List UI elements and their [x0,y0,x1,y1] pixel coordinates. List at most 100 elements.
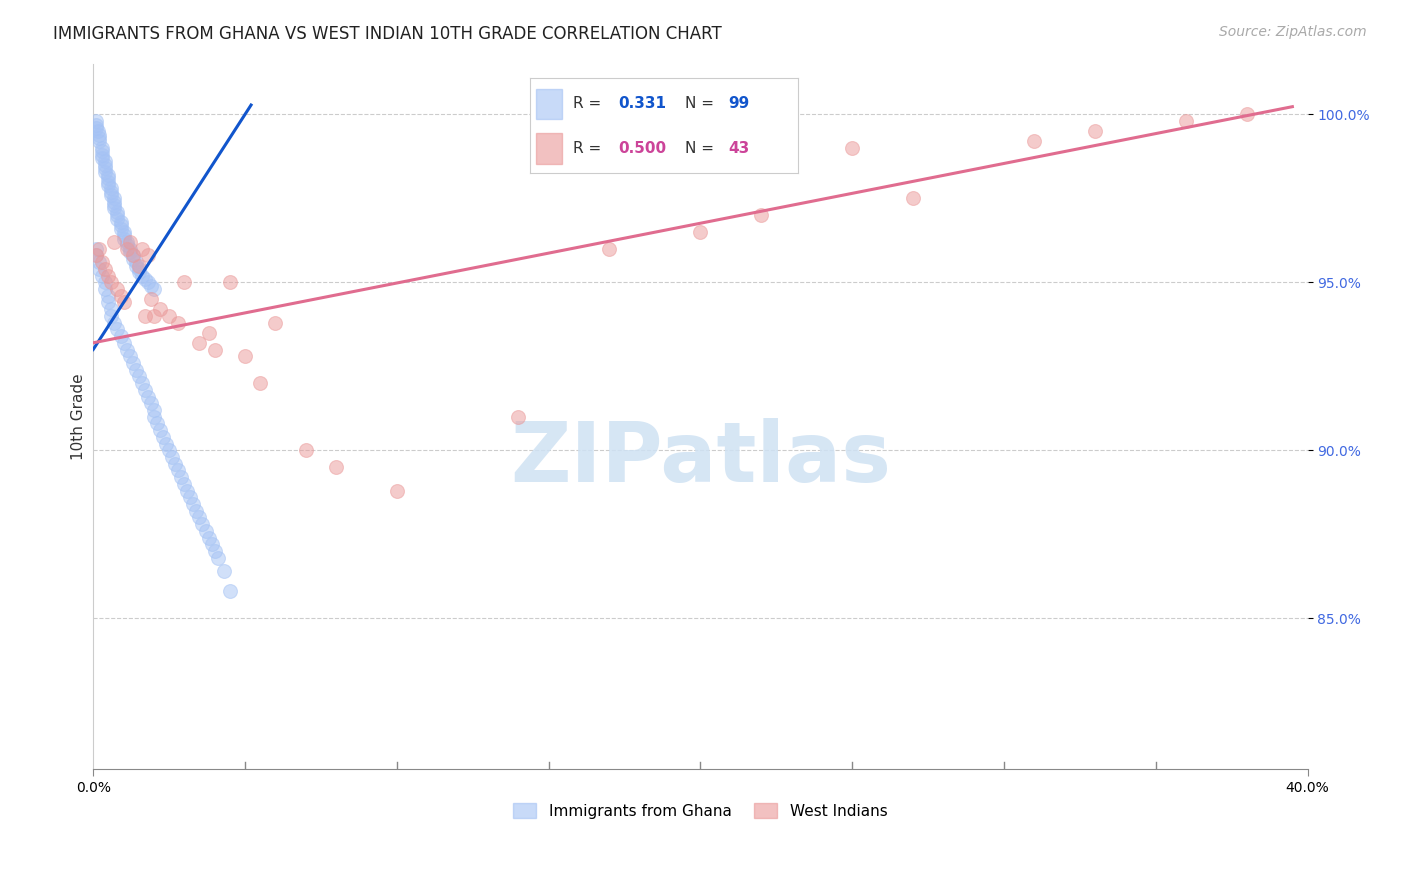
Point [107,204,129,219]
Point [94,158,117,172]
Point [110,289,132,303]
Point [103,194,125,209]
Point [115,235,138,249]
Point [134,272,156,286]
Point [128,261,150,276]
Point [325,460,347,475]
Point [125,362,148,376]
Point [103,198,125,212]
Point [186,504,208,518]
Point [118,242,141,256]
Point [146,417,169,431]
Point [110,215,132,229]
Legend: Immigrants from Ghana, West Indians: Immigrants from Ghana, West Indians [508,797,893,825]
Point [749,208,772,222]
Point [91,145,114,159]
Point [131,268,153,283]
Point [191,517,214,532]
Point [134,309,156,323]
Point [139,278,162,293]
Point [107,208,129,222]
Point [194,524,217,538]
Point [131,242,153,256]
Point [294,443,316,458]
Point [107,282,129,296]
Point [91,151,114,165]
Point [207,550,229,565]
Point [233,349,256,363]
Point [118,235,141,249]
Point [94,164,117,178]
Point [1024,134,1046,148]
Point [87,124,110,138]
Point [901,191,924,205]
Point [160,450,183,464]
Point [264,316,287,330]
Point [134,383,156,397]
Point [157,309,180,323]
Point [89,134,111,148]
Point [121,252,143,266]
Point [94,282,117,296]
Point [128,259,150,273]
Point [94,161,117,176]
Point [1175,114,1198,128]
Point [121,356,143,370]
Point [218,584,240,599]
Point [139,396,162,410]
Point [188,335,211,350]
Point [841,141,863,155]
Point [97,171,120,186]
Point [142,309,165,323]
Point [94,154,117,169]
Point [112,225,135,239]
Text: Source: ZipAtlas.com: Source: ZipAtlas.com [1219,25,1367,39]
Point [100,181,122,195]
Point [1236,107,1258,121]
Point [121,248,143,262]
Point [91,268,114,283]
Point [149,302,172,317]
Point [218,276,240,290]
Point [170,470,193,484]
Point [173,476,195,491]
Point [179,490,201,504]
Point [89,261,111,276]
Point [165,457,187,471]
Point [136,248,159,262]
Point [508,409,530,424]
Point [84,114,107,128]
Point [212,564,235,578]
Point [89,242,111,256]
Point [97,289,120,303]
Point [97,295,120,310]
Point [204,544,226,558]
Point [103,316,125,330]
Point [128,265,150,279]
Text: ZIPatlas: ZIPatlas [510,418,891,500]
Point [110,219,132,233]
Point [100,309,122,323]
Point [598,242,620,256]
Point [689,225,711,239]
Point [125,259,148,273]
Point [103,191,125,205]
Point [142,409,165,424]
Point [128,369,150,384]
Point [100,302,122,317]
Point [121,248,143,262]
Point [100,185,122,199]
Point [125,255,148,269]
Text: IMMIGRANTS FROM GHANA VS WEST INDIAN 10TH GRADE CORRELATION CHART: IMMIGRANTS FROM GHANA VS WEST INDIAN 10T… [53,25,723,43]
Point [115,343,138,357]
Point [97,268,120,283]
Point [91,255,114,269]
Point [142,403,165,417]
Point [115,238,138,252]
Point [183,497,205,511]
Point [84,248,107,262]
Point [112,335,135,350]
Point [110,221,132,235]
Point [1084,124,1107,138]
Point [188,510,211,524]
